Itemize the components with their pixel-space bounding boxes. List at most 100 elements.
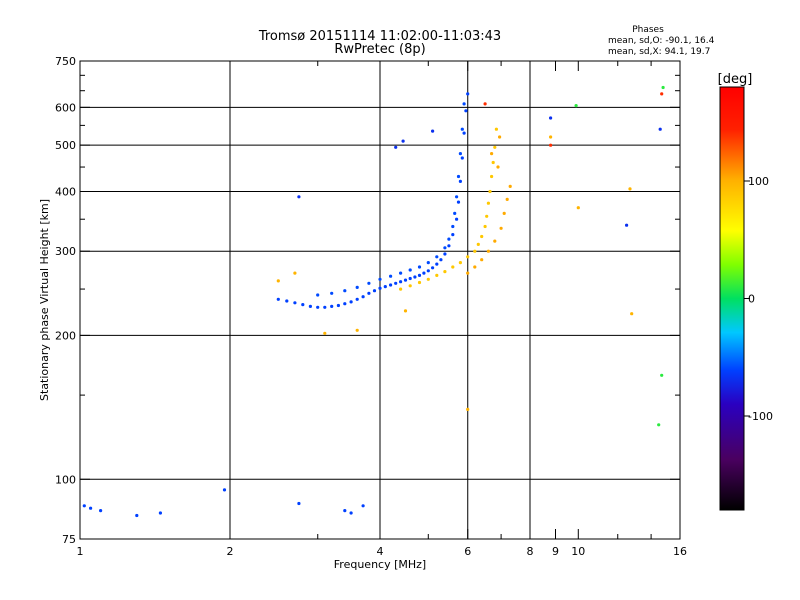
echo-point <box>443 252 447 256</box>
echo-point <box>486 201 490 205</box>
echo-point <box>660 373 664 377</box>
echo-point <box>426 277 430 281</box>
echo-point <box>399 271 403 275</box>
echo-point <box>308 304 312 308</box>
echo-point <box>426 269 430 273</box>
echo-point <box>82 504 86 508</box>
echo-point <box>403 309 408 313</box>
echo-point <box>435 255 439 259</box>
echo-point <box>99 509 103 513</box>
echo-point <box>458 152 462 156</box>
x-tick-label: 10 <box>571 545 585 558</box>
x-tick-label: 1 <box>77 545 84 558</box>
echo-point <box>455 217 459 221</box>
echo-point <box>323 331 327 335</box>
echo-point <box>490 152 494 156</box>
echo-point <box>435 262 439 266</box>
x-axis-label: Frequency [MHz] <box>334 558 426 571</box>
x-tick-label: 4 <box>377 545 384 558</box>
echo-point <box>456 200 461 204</box>
echo-point <box>349 300 353 304</box>
echo-point <box>505 197 509 201</box>
echo-point <box>408 268 412 272</box>
echo-point <box>276 297 280 301</box>
echo-point <box>460 156 464 160</box>
grid-lines <box>80 61 680 539</box>
y-tick-label: 200 <box>55 329 76 342</box>
y-axis-ticks: 75 100 200 300 400 500 600 750 <box>55 55 680 546</box>
echo-point <box>355 297 359 301</box>
x-axis-ticks: 1 2 4 6 8 9 10 16 <box>77 61 687 558</box>
echo-point <box>343 509 347 513</box>
echo-point <box>460 127 464 131</box>
echo-point <box>403 278 408 282</box>
echo-point <box>330 304 334 308</box>
echo-point <box>443 246 447 250</box>
echo-point <box>361 295 365 299</box>
echo-point <box>394 145 398 149</box>
echo-point <box>496 165 500 169</box>
echo-point <box>401 139 405 143</box>
echo-point <box>367 281 371 285</box>
y-tick-label: 300 <box>55 245 76 258</box>
echo-point <box>343 289 347 293</box>
echo-point <box>498 135 502 139</box>
echo-point <box>378 277 382 281</box>
echo-point <box>549 135 553 139</box>
echo-point <box>301 303 305 307</box>
echo-point <box>508 184 512 188</box>
echo-point <box>464 109 468 113</box>
y-tick-label: 75 <box>62 533 76 546</box>
echo-point <box>466 255 470 259</box>
colorbar-tick-label: 100 <box>748 175 769 188</box>
echo-point <box>367 291 371 295</box>
echo-point <box>355 328 359 332</box>
echo-points <box>82 85 665 518</box>
echo-point <box>399 287 403 291</box>
y-tick-label: 500 <box>55 139 76 152</box>
stats-heading: Phases <box>632 25 664 35</box>
echo-point <box>422 271 426 275</box>
echo-point <box>549 143 553 147</box>
echo-point <box>293 271 297 275</box>
echo-point <box>417 280 422 285</box>
echo-point <box>499 226 503 230</box>
echo-point <box>383 285 387 289</box>
echo-point <box>574 104 578 108</box>
echo-point <box>297 501 301 506</box>
echo-point <box>502 211 506 215</box>
x-tick-label: 2 <box>227 545 234 558</box>
echo-point <box>408 276 412 281</box>
echo-point <box>285 299 289 303</box>
echo-point <box>447 244 451 248</box>
echo-point <box>435 273 439 277</box>
x-tick-label: 9 <box>552 545 559 558</box>
colorbar-unit: [deg] <box>718 72 753 87</box>
echo-point <box>660 92 664 96</box>
chart-title-line2: RwPretec (8p) <box>334 42 425 57</box>
y-tick-label: 750 <box>55 55 76 68</box>
echo-point <box>451 233 455 237</box>
echo-point <box>480 258 484 262</box>
echo-point <box>361 504 365 508</box>
echo-point <box>453 211 457 215</box>
echo-point <box>661 85 665 90</box>
echo-point <box>462 102 466 106</box>
y-axis-label: Stationary phase Virtual Height [km] <box>38 199 51 401</box>
stats-line-x: mean, sd,X: 94.1, 19.7 <box>608 47 710 57</box>
echo-point <box>491 160 495 165</box>
echo-point <box>323 305 327 309</box>
echo-point <box>476 242 480 246</box>
y-tick-label: 400 <box>55 185 76 198</box>
echo-point <box>89 506 93 510</box>
echo-point <box>316 293 320 297</box>
echo-point <box>343 302 347 306</box>
echo-point <box>456 174 461 179</box>
echo-point <box>417 273 422 277</box>
echo-point <box>222 488 227 492</box>
echo-point <box>485 214 489 218</box>
echo-point <box>378 286 382 290</box>
echo-point <box>458 179 462 183</box>
echo-point <box>576 206 580 210</box>
